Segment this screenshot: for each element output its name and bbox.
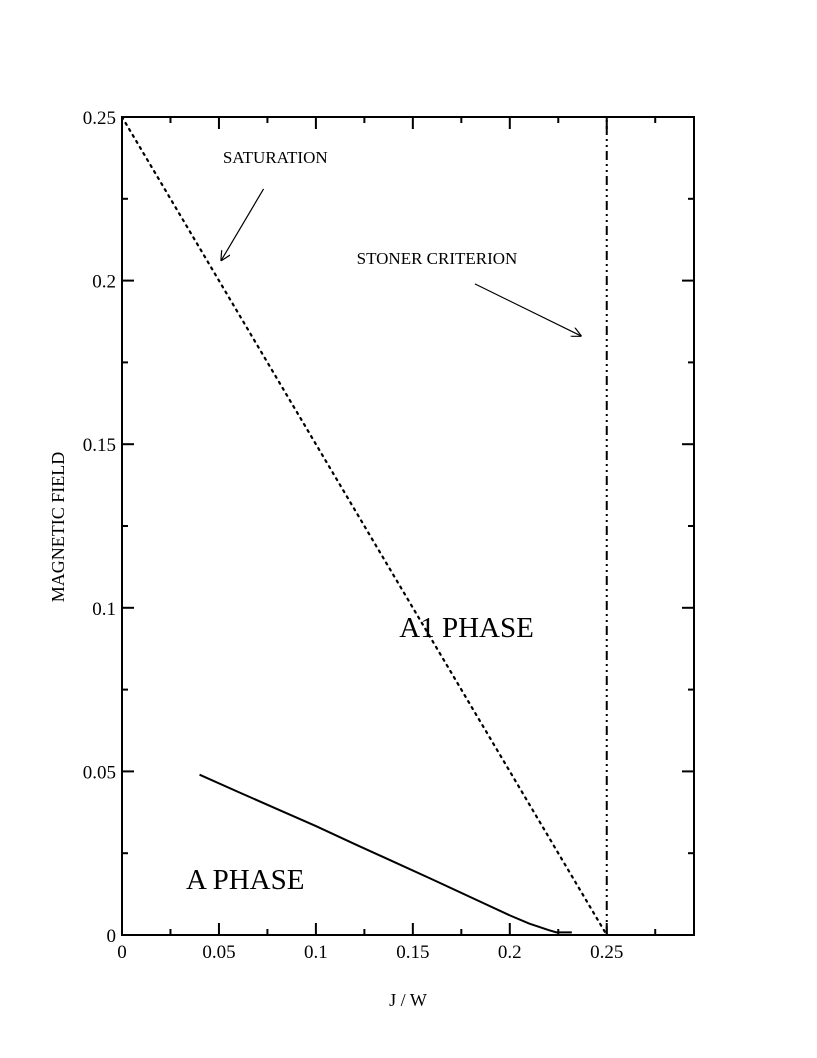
ticks-layer [121, 116, 694, 936]
x-tick-label: 0.05 [202, 942, 235, 963]
y-tick-label: 0.25 [83, 108, 116, 129]
y-axis-title: MAGNETIC FIELD [48, 452, 68, 603]
annotation-label: SATURATION [223, 148, 328, 167]
x-tick-label: 0.1 [304, 942, 328, 963]
annotation-arrow [474, 283, 582, 336]
x-tick-label: 0.2 [498, 942, 522, 963]
y-tick-label: 0.1 [92, 599, 116, 620]
series-line-solid [199, 773, 572, 934]
annotation-arrow [221, 188, 265, 261]
annotation-label: STONER CRITERION [357, 249, 518, 268]
y-tick-label: 0.15 [83, 435, 116, 456]
y-tick-label: 0.05 [83, 762, 116, 783]
series-line-dotted [122, 117, 608, 935]
annotation-layer: SATURATION STONER CRITERION A1 PHASE A PHAS… [186, 148, 582, 896]
series-layer [122, 117, 608, 935]
x-tick-label: 0.15 [396, 942, 429, 963]
region-label: A1 PHASE [399, 612, 534, 644]
x-tick-label: 0.25 [590, 942, 623, 963]
tick-labels-layer: 0 0.05 0.1 0.15 0.2 0.25 0 0.05 0.1 0.15 0.2 0.25 [83, 108, 624, 963]
x-axis-title: J / W [389, 990, 427, 1010]
y-tick-label: 0 [107, 926, 117, 947]
y-tick-label: 0.2 [92, 272, 116, 293]
plot-frame [121, 116, 695, 936]
region-label: A PHASE [186, 864, 304, 896]
x-tick-label: 0 [117, 942, 127, 963]
